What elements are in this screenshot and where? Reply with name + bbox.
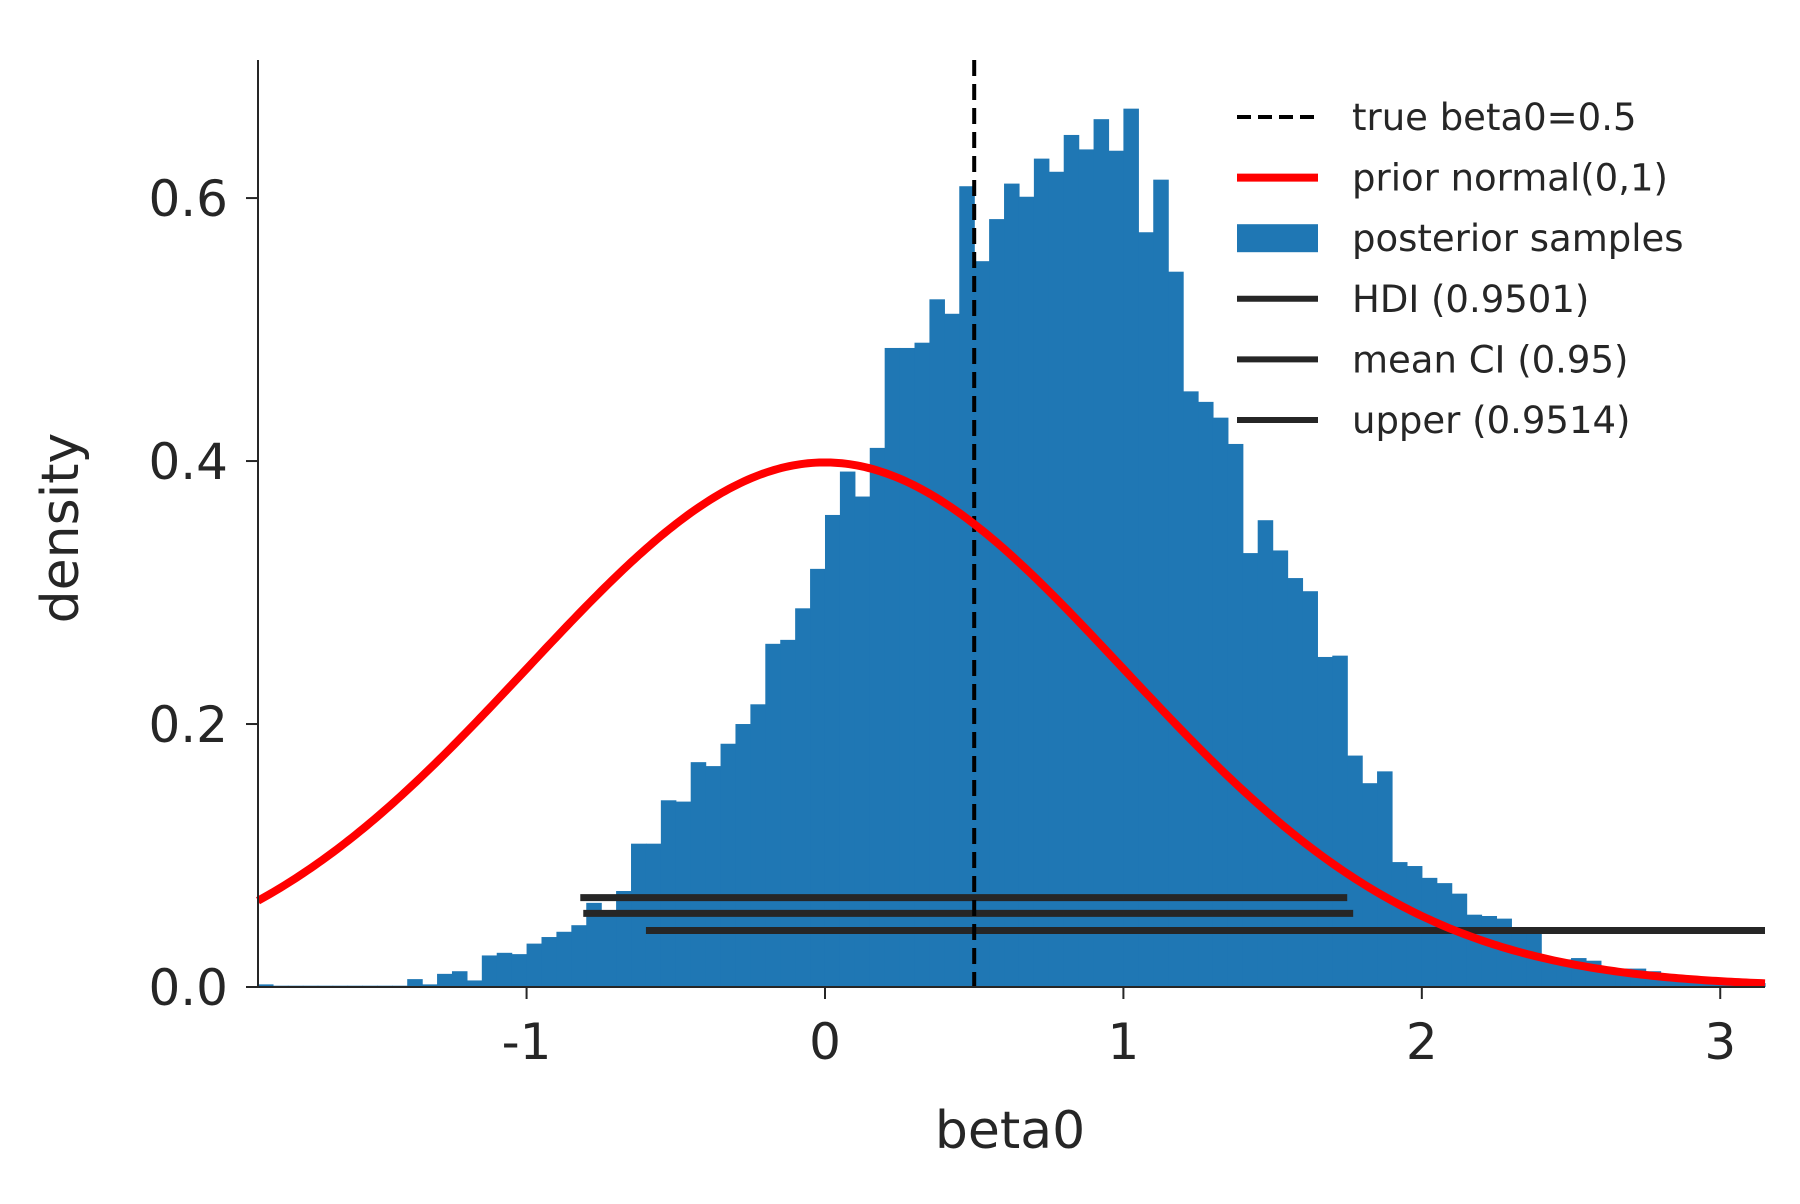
histogram-bar [1272, 550, 1289, 987]
histogram-bar [884, 347, 901, 988]
histogram-bar [407, 979, 423, 987]
histogram-bar [690, 762, 707, 987]
histogram-bar [929, 299, 945, 987]
histogram-bar [1436, 883, 1453, 987]
histogram-bar [660, 800, 677, 987]
histogram-bar [1511, 927, 1527, 987]
legend: true beta0=0.5 prior normal(0,1) posterior… [1237, 96, 1684, 442]
x-tick-label: -1 [502, 1013, 552, 1071]
histogram-bar [1093, 119, 1110, 987]
histogram-bar [720, 743, 737, 987]
histogram-bar [1198, 401, 1214, 988]
y-tick-label: 0.0 [148, 959, 228, 1017]
x-tick-label: 0 [809, 1013, 841, 1071]
histogram-bar [1332, 655, 1348, 987]
histogram-bar [765, 643, 781, 987]
histogram-bar [974, 261, 990, 987]
histogram-bar [422, 984, 438, 987]
histogram-bar [496, 952, 513, 987]
histogram-bar [1302, 591, 1318, 987]
histogram-bar [899, 347, 916, 988]
histogram-bar [556, 931, 572, 987]
histogram-bar [1138, 232, 1154, 987]
histogram-bar [466, 980, 483, 987]
legend-label: prior normal(0,1) [1352, 157, 1668, 200]
y-axis-label: density [31, 433, 91, 624]
histogram-bar [258, 984, 274, 987]
x-tick-label: 3 [1704, 1013, 1736, 1071]
histogram-bar [1227, 443, 1244, 987]
histogram-bar [839, 471, 856, 987]
histogram-bar [586, 902, 602, 987]
x-tick-label: 2 [1406, 1013, 1438, 1071]
histogram-bar [1048, 171, 1065, 987]
histogram-bar [1123, 108, 1139, 987]
histogram-bar [780, 639, 796, 987]
histogram-bar [616, 891, 632, 987]
histogram-bar [795, 608, 811, 987]
histogram-bar [944, 313, 960, 987]
histogram-bar [571, 925, 587, 987]
histogram-bar [1541, 960, 1557, 987]
histogram-bar [989, 219, 1005, 988]
histogram-bar [959, 186, 975, 987]
x-tick-label: 1 [1107, 1013, 1139, 1071]
histogram-bar [869, 447, 886, 987]
histogram-bar [1496, 918, 1512, 987]
histogram-bar [750, 704, 766, 987]
histogram-bar [914, 342, 931, 987]
histogram-bar [601, 913, 617, 987]
y-tick-label: 0.2 [148, 696, 228, 754]
histogram-bar [1287, 578, 1304, 987]
legend-label: upper (0.9514) [1352, 399, 1631, 442]
histogram-bar [511, 954, 528, 987]
histogram-bar [1466, 914, 1483, 987]
histogram-bar [1257, 520, 1274, 987]
histogram-bar [481, 955, 498, 987]
histogram-bar [1033, 158, 1050, 988]
histogram-bar [1004, 183, 1020, 988]
histogram-bar [810, 568, 826, 987]
histogram-bar [1183, 391, 1199, 988]
legend-label: posterior samples [1352, 217, 1684, 260]
x-axis-label: beta0 [935, 1101, 1085, 1161]
histogram-bar [1391, 862, 1408, 987]
histogram-bar [541, 937, 558, 987]
axes: -1 0 1 2 3 0.0 0.2 0.4 0.6 [148, 60, 1765, 1071]
histogram-bar [1451, 893, 1468, 987]
legend-label: mean CI (0.95) [1352, 338, 1628, 381]
histogram-bar [1481, 915, 1498, 987]
histogram-bar [526, 943, 543, 987]
histogram-bar [451, 971, 468, 987]
histogram-bar [1212, 417, 1229, 987]
legend-label: HDI (0.9501) [1352, 278, 1589, 321]
y-tick-label: 0.4 [148, 433, 228, 491]
histogram-bar [1406, 866, 1423, 987]
prior-curve [256, 458, 1766, 988]
histogram-bar [1153, 179, 1169, 987]
legend-patch-swatch [1237, 224, 1318, 253]
histogram-bar [1078, 149, 1095, 987]
histogram-bar [735, 724, 751, 987]
histogram-bar [1168, 271, 1184, 987]
histogram-bar [1377, 771, 1393, 987]
histogram-bar [437, 973, 453, 987]
histogram-bar [1317, 656, 1333, 987]
histogram-bar [854, 496, 871, 987]
histogram-bar [705, 766, 722, 987]
histogram-bar [1063, 134, 1080, 988]
histogram-bar [824, 514, 841, 987]
prior-curve-group [256, 458, 1766, 988]
histogram-bar [1242, 553, 1259, 987]
histogram-bar [1018, 196, 1035, 988]
legend-label: true beta0=0.5 [1352, 96, 1637, 139]
histogram-bar [1108, 150, 1125, 987]
y-tick-label: 0.6 [148, 170, 228, 228]
interval-lines [580, 894, 1765, 934]
